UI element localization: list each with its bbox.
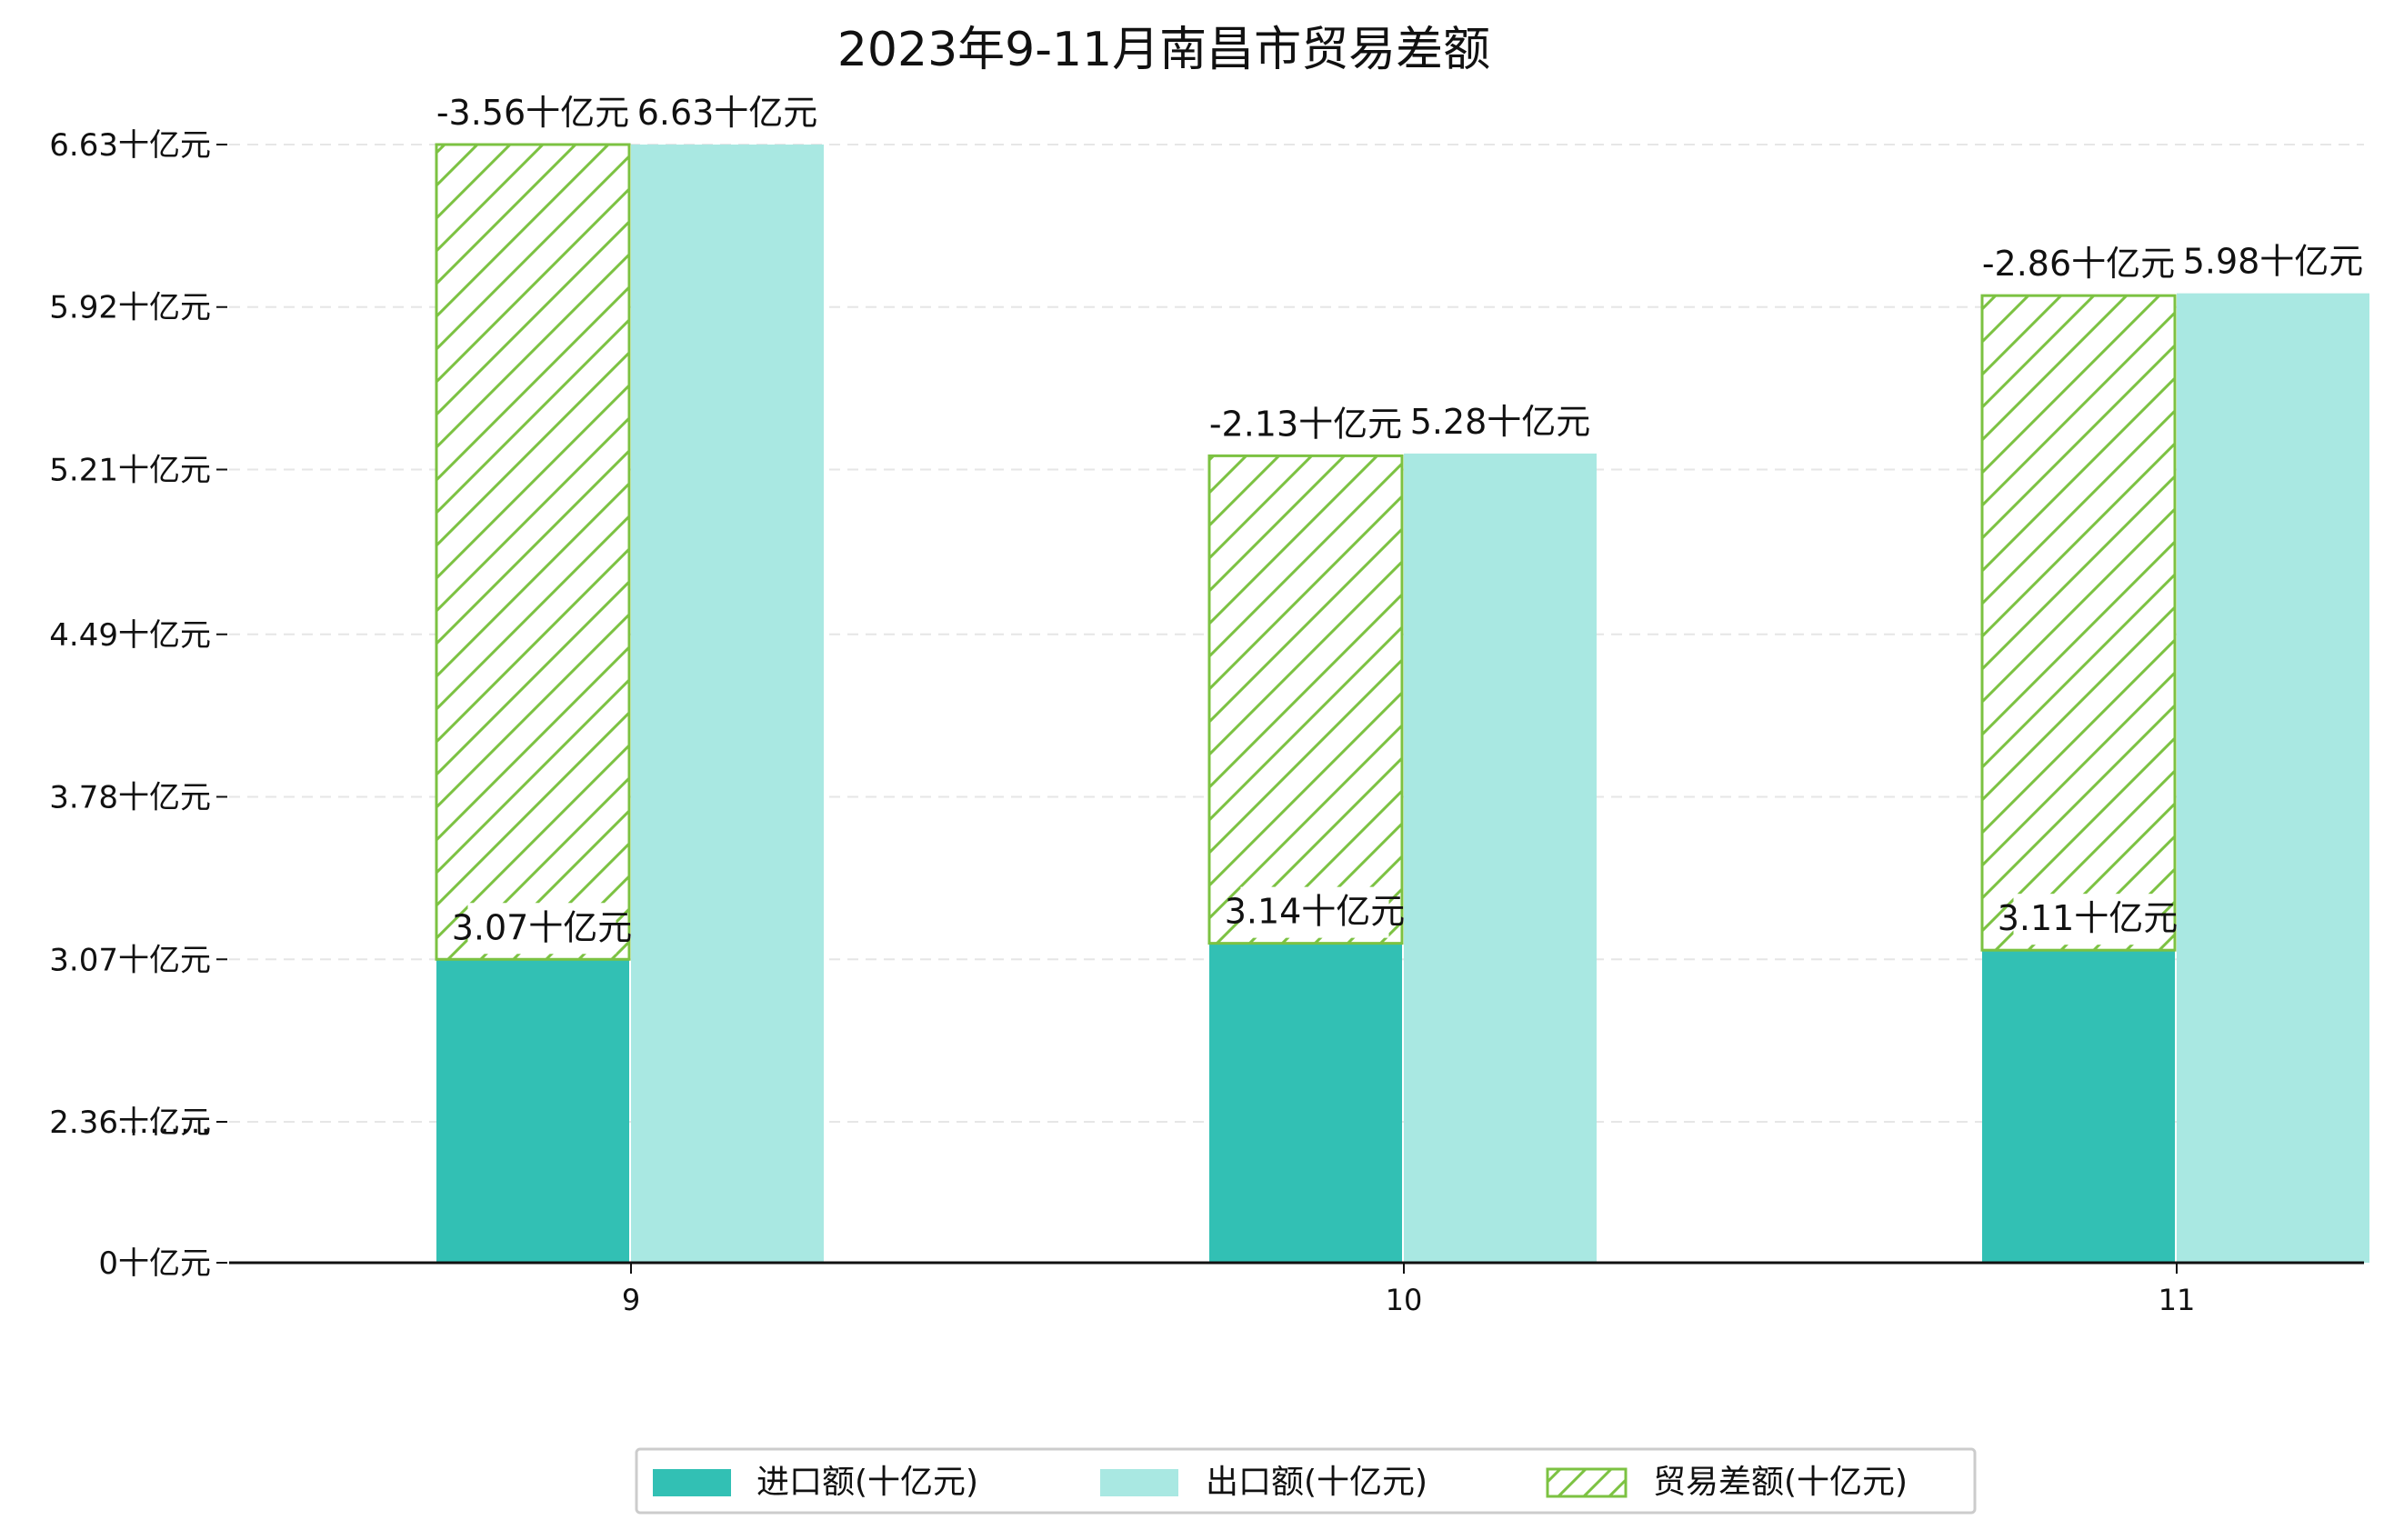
data-label-imports: 3.11十亿元 [1998, 898, 2179, 938]
data-label-trade-balance: -2.86十亿元 [1982, 244, 2175, 284]
bar-trade-balance [1207, 454, 1404, 945]
data-label-trade-balance-bg [1222, 399, 1389, 451]
data-label-imports: 3.07十亿元 [452, 907, 633, 947]
legend-swatch-trade-balance [1546, 1467, 1628, 1498]
data-label-exports-bg [1426, 396, 1575, 448]
axes: 0十亿元 ………2.36十亿元 3.07十亿元 3.78十亿元 4.49十亿元 5.21十… [49, 127, 2364, 1317]
legend-label-imports: 进口额(十亿元) [756, 1464, 978, 1501]
data-label-exports: 5.28十亿元 [1410, 402, 1591, 442]
data-label-imports-bg [1240, 886, 1389, 938]
y-tick-label: 3.78十亿元 [49, 780, 211, 816]
y-tick-label: ……… [118, 1105, 211, 1141]
x-tick-label: 11 [2159, 1283, 2196, 1317]
data-label-trade-balance: -3.56十亿元 [436, 93, 629, 133]
data-label-exports: 5.98十亿元 [2183, 242, 2364, 282]
chart-title: 2023年9-11月南昌市贸易差额 [837, 23, 1490, 77]
legend-swatch-imports [653, 1469, 731, 1496]
y-tick-label: 6.63十亿元 [49, 127, 211, 164]
data-label-exports: 6.63十亿元 [637, 93, 818, 133]
legend-frame [635, 1447, 1977, 1515]
bar-trade-balance [435, 143, 631, 961]
legend: 进口额(十亿元) 出口额(十亿元) 贸易差额(十亿元) [635, 1447, 1977, 1515]
y-tick-label: 2.36十亿元 [49, 1105, 211, 1141]
y-tick-label: 0十亿元 [98, 1245, 211, 1282]
legend-label-trade-balance: 贸易差额(十亿元) [1653, 1464, 1908, 1501]
data-label-exports-bg [653, 88, 802, 139]
y-tick-label: 5.92十亿元 [49, 290, 211, 326]
data-labels: 6.63十亿元-3.56十亿元 3.07十亿元 5.28十亿元-2.13十亿元 3.1… [436, 88, 2364, 955]
data-label-trade-balance-bg [449, 88, 616, 139]
data-label-imports-bg [467, 903, 616, 955]
y-tick-label: 5.21十亿元 [49, 452, 211, 488]
data-label-exports-bg [2199, 236, 2348, 288]
bar-trade-balance [1980, 294, 2177, 952]
x-tick-label: 10 [1386, 1283, 1423, 1317]
bars [435, 143, 2369, 1263]
data-label-trade-balance: -2.13十亿元 [1209, 404, 1402, 444]
bar-imports [1209, 943, 1402, 1263]
x-tick-label: 9 [622, 1283, 640, 1317]
y-tick-label: 3.07十亿元 [49, 942, 211, 978]
y-tick-label: 4.49十亿元 [49, 617, 211, 654]
bar-imports [436, 959, 629, 1263]
legend-label-exports: 出口额(十亿元) [1206, 1464, 1427, 1501]
data-label-imports-bg [2013, 894, 2162, 945]
data-label-imports: 3.14十亿元 [1225, 892, 1406, 932]
bar-exports [1404, 453, 1597, 1263]
bar-exports [631, 145, 824, 1263]
legend-swatch-exports [1100, 1469, 1178, 1496]
bar-imports [1982, 950, 2175, 1263]
bar-exports [2177, 293, 2369, 1263]
data-label-trade-balance-bg [1995, 239, 2162, 291]
